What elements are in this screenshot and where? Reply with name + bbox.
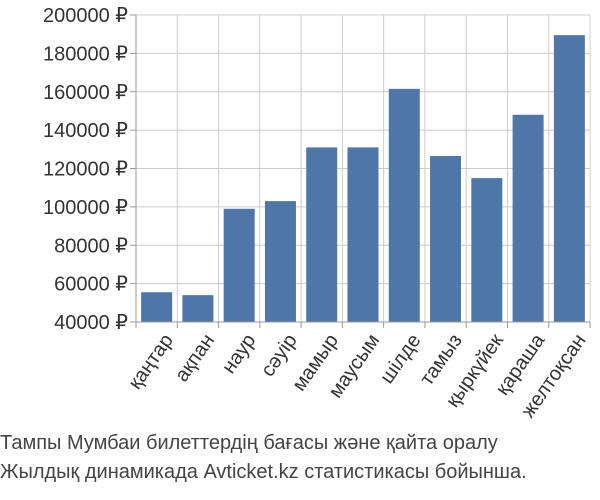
y-tick-labels: 40000 ₽ 60000 ₽ 80000 ₽ 100000 ₽ 120000 ₽ 140…: [43, 5, 128, 334]
y-tick-label: 60000 ₽: [54, 274, 128, 296]
bar-4: [264, 201, 296, 322]
x-tick-label: наур: [218, 330, 261, 378]
x-tick-labels: қаңтарақпаннаурсәуірмамырмаусымшілдетамы…: [124, 329, 590, 421]
y-tick-label: 200000 ₽: [43, 5, 128, 27]
y-tick-label: 120000 ₽: [43, 159, 128, 181]
bar-chart: 40000 ₽ 60000 ₽ 80000 ₽ 100000 ₽ 120000 ₽ 140…: [43, 5, 591, 422]
y-tick-label: 140000 ₽: [43, 120, 128, 142]
y-tick-label: 160000 ₽: [43, 82, 128, 104]
y-tick-label: 100000 ₽: [43, 197, 128, 219]
caption-line-2: Жылдық динамикада Avticket.kz статистика…: [0, 461, 527, 483]
bar-11: [553, 35, 585, 322]
y-tick-label: 40000 ₽: [54, 312, 128, 334]
bar-8: [430, 156, 462, 322]
y-tick-label: 180000 ₽: [43, 43, 128, 65]
bar-1: [141, 292, 173, 322]
bar-9: [471, 178, 503, 322]
bar-5: [306, 147, 338, 322]
x-tick-label: қаңтар: [124, 330, 178, 393]
bar-3: [223, 208, 255, 322]
caption-line-1: Тампы Мумбаи билеттердің бағасы және қай…: [0, 432, 498, 454]
bar-6: [347, 147, 379, 322]
y-tick-label: 80000 ₽: [54, 235, 128, 257]
bar-10: [512, 114, 544, 323]
x-tick-label: ақпан: [171, 330, 219, 386]
axes: [130, 14, 591, 328]
bar-7: [388, 88, 420, 322]
bars: [141, 35, 585, 323]
bar-2: [182, 295, 214, 322]
